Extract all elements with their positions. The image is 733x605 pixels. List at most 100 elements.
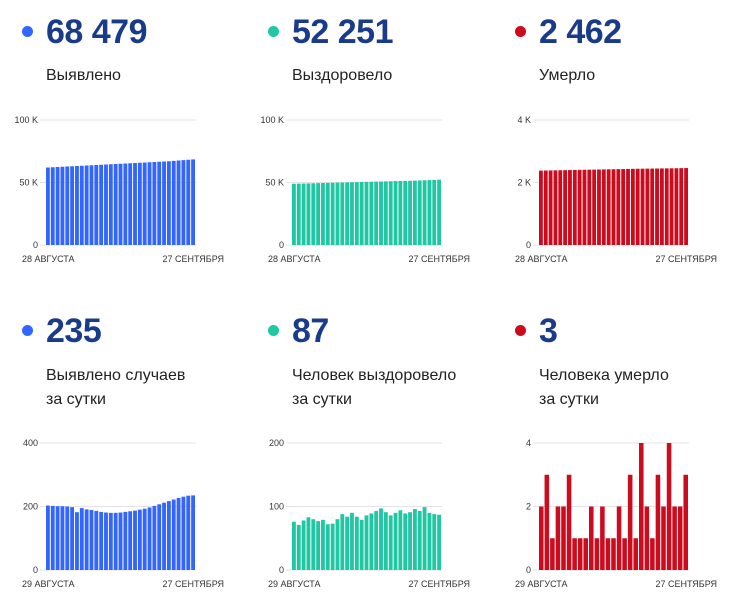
bar bbox=[171, 499, 176, 570]
x-start-label: 28 АВГУСТА bbox=[22, 254, 75, 264]
y-tick-label: 100 K bbox=[14, 115, 38, 125]
bar bbox=[99, 511, 104, 570]
red-dot-icon bbox=[515, 325, 526, 336]
bar bbox=[128, 163, 133, 245]
blue-dot-icon bbox=[22, 325, 33, 336]
bar bbox=[605, 538, 611, 570]
bar bbox=[398, 510, 403, 570]
bar bbox=[108, 164, 113, 245]
bar bbox=[166, 161, 171, 245]
bar bbox=[600, 506, 605, 570]
bar bbox=[369, 181, 374, 245]
bar bbox=[340, 182, 345, 245]
bar bbox=[46, 167, 50, 245]
bar bbox=[403, 180, 408, 245]
bar bbox=[46, 505, 50, 570]
bar bbox=[626, 168, 630, 245]
bar bbox=[321, 519, 325, 570]
bar bbox=[633, 538, 638, 570]
bar bbox=[611, 169, 616, 245]
y-tick-label: 0 bbox=[33, 240, 38, 250]
bar bbox=[345, 182, 350, 245]
bar bbox=[621, 169, 626, 245]
bar bbox=[104, 164, 108, 245]
bar bbox=[55, 506, 60, 570]
bar bbox=[587, 169, 592, 245]
bar bbox=[84, 165, 89, 245]
y-tick-label: 100 bbox=[269, 502, 284, 512]
bar bbox=[325, 524, 330, 570]
bar bbox=[374, 510, 379, 570]
bar bbox=[640, 168, 645, 245]
bar bbox=[292, 183, 296, 245]
bar bbox=[50, 505, 55, 570]
bar bbox=[104, 512, 108, 570]
bar bbox=[321, 183, 325, 245]
bar bbox=[388, 181, 393, 245]
bar bbox=[157, 504, 162, 570]
bar bbox=[374, 181, 379, 245]
bar bbox=[75, 166, 79, 245]
bar bbox=[616, 169, 621, 245]
bar bbox=[379, 508, 383, 570]
bar bbox=[432, 514, 437, 570]
bar bbox=[191, 159, 195, 245]
bar bbox=[666, 443, 672, 570]
bar bbox=[412, 180, 417, 245]
bar bbox=[186, 159, 191, 245]
bar bbox=[137, 162, 142, 245]
bar bbox=[311, 519, 316, 570]
bar bbox=[679, 168, 684, 245]
bar bbox=[417, 510, 422, 570]
bar bbox=[176, 497, 181, 570]
y-tick-label: 4 K bbox=[517, 115, 531, 125]
bar bbox=[65, 506, 70, 570]
bar bbox=[79, 165, 84, 245]
bar bbox=[427, 512, 432, 570]
bar bbox=[181, 496, 186, 570]
total-deaths-value: 2 462 bbox=[539, 13, 622, 51]
bar bbox=[650, 538, 655, 570]
x-end-label: 27 СЕНТЯБРЯ bbox=[655, 254, 717, 264]
bar bbox=[147, 507, 152, 570]
x-end-label: 27 СЕНТЯБРЯ bbox=[162, 579, 224, 589]
bar bbox=[412, 509, 417, 570]
daily-deaths-value: 3 bbox=[539, 312, 558, 350]
bar bbox=[359, 519, 364, 570]
x-start-label: 28 АВГУСТА bbox=[515, 254, 568, 264]
bar bbox=[330, 182, 335, 245]
total-deaths-chart: 0 2 K 4 K 28 АВГУСТА 27 СЕНТЯБРЯ bbox=[515, 115, 717, 264]
bar bbox=[94, 165, 99, 245]
bar bbox=[639, 443, 644, 570]
bar bbox=[359, 182, 364, 245]
bar bbox=[616, 506, 622, 570]
bar bbox=[597, 169, 601, 245]
y-tick-label: 200 bbox=[23, 502, 38, 512]
bar bbox=[635, 168, 640, 245]
total-deaths-label: Умерло bbox=[539, 67, 596, 84]
y-tick-label: 0 bbox=[33, 565, 38, 575]
panel-total-deaths: 2 462 Умерло 0 2 K 4 K 28 АВГУСТА 27 СЕНТЯБР… bbox=[493, 0, 733, 290]
total-cases-label: Выявлено bbox=[46, 67, 121, 84]
daily-cases-chart: 0 200 400 29 АВГУСТА 27 СЕНТЯБРЯ bbox=[22, 438, 224, 589]
bar bbox=[644, 506, 650, 570]
bar bbox=[84, 509, 89, 570]
bar bbox=[669, 168, 674, 245]
bar bbox=[563, 170, 568, 245]
daily-deaths-label-line1: Человека умерло bbox=[539, 367, 669, 384]
bar bbox=[330, 523, 335, 570]
y-tick-label: 0 bbox=[279, 565, 284, 575]
bar bbox=[89, 165, 94, 245]
bar bbox=[572, 538, 577, 570]
daily-recovered-label-line1: Человек выздоровело bbox=[292, 367, 457, 384]
bar bbox=[555, 506, 561, 570]
bar bbox=[181, 160, 186, 245]
x-start-label: 29 АВГУСТА bbox=[268, 579, 321, 589]
panel-daily-cases: 235 Выявлено случаев за сутки 0 200 400 29 … bbox=[0, 300, 240, 605]
bar bbox=[422, 180, 427, 245]
bar bbox=[70, 507, 75, 570]
x-start-label: 29 АВГУСТА bbox=[22, 579, 75, 589]
y-tick-label: 50 K bbox=[19, 178, 38, 188]
bar bbox=[75, 512, 79, 570]
total-recovered-value: 52 251 bbox=[292, 13, 394, 51]
